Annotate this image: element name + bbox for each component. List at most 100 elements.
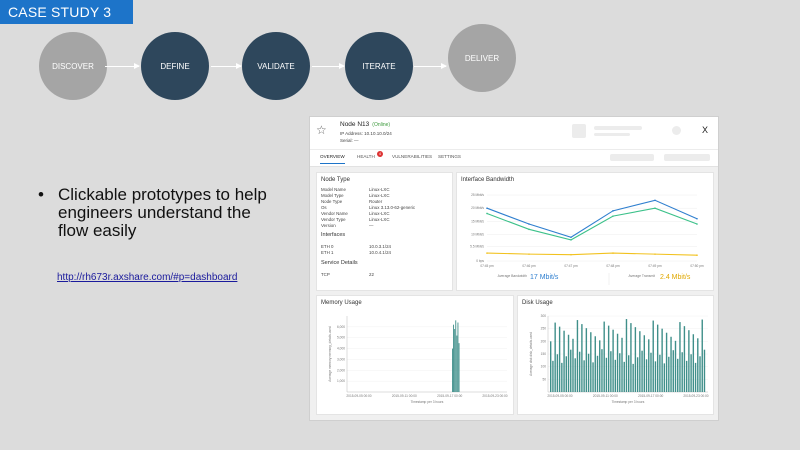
arrow-3 bbox=[312, 63, 345, 69]
bar bbox=[561, 362, 563, 392]
node-type-title: Node Type bbox=[321, 177, 350, 183]
kv-value: Linux 3.13.0-62-generic bbox=[369, 205, 416, 210]
tab-health[interactable]: HEALTH bbox=[357, 154, 375, 159]
kv-row: Os Linux 3.13.0-62-generic bbox=[321, 205, 441, 210]
bar bbox=[670, 336, 672, 392]
tab-vulnerabilities[interactable]: VULNERABILITIES bbox=[392, 154, 433, 159]
x-tick-label: 07:46 pm bbox=[522, 264, 536, 268]
kv-key: Model Name bbox=[321, 187, 346, 192]
faded-dropdown bbox=[610, 154, 654, 161]
bar bbox=[587, 353, 590, 392]
x-tick-label: 07:49 pm bbox=[648, 264, 662, 268]
faded-text bbox=[594, 133, 630, 136]
service-details-title: Service Details bbox=[321, 260, 358, 266]
bar bbox=[703, 349, 706, 392]
bar bbox=[455, 320, 457, 392]
x-axis-label: Timestamp per 3 hours bbox=[411, 400, 444, 404]
bar bbox=[623, 361, 625, 392]
kv-value: Linux-LXC bbox=[369, 187, 390, 192]
x-axis-label: Timestamp per 3 hours bbox=[612, 400, 645, 404]
bar bbox=[677, 358, 679, 392]
bandwidth-chart: 0 bps 5.5 Mbit/s 10 Mbit/s 15 Mbit/s 20 Mbit… bbox=[470, 193, 704, 285]
y-tick-label: 4,000 bbox=[337, 347, 345, 351]
memory-card: Memory Usage 1,000 2,000 3,000 4,000 5,000 6,… bbox=[316, 295, 514, 415]
bar bbox=[554, 322, 556, 392]
bar bbox=[607, 325, 610, 392]
series-line-0 bbox=[486, 199, 698, 238]
bar bbox=[581, 324, 583, 392]
bar bbox=[612, 329, 614, 392]
prototype-link[interactable]: http://rh673r.axshare.com/#p=dashboard bbox=[57, 272, 238, 283]
bar bbox=[565, 356, 567, 392]
node-type-card: Node Type Model Name Linux-LXC Model Type… bbox=[316, 172, 453, 291]
bar bbox=[628, 355, 630, 392]
bar bbox=[632, 363, 634, 392]
y-tick-label: 5,000 bbox=[337, 336, 345, 340]
kv-key: Model Type bbox=[321, 193, 344, 198]
bar bbox=[610, 351, 612, 392]
bar bbox=[556, 354, 559, 392]
bar bbox=[570, 349, 572, 392]
bar bbox=[690, 354, 692, 392]
bar bbox=[694, 362, 697, 392]
node-serial: Serial: — bbox=[340, 138, 359, 143]
bar bbox=[590, 332, 592, 392]
bar bbox=[625, 319, 628, 392]
x-tick-label: 2015-09-11 00:00 bbox=[392, 394, 417, 398]
bar bbox=[578, 351, 581, 392]
y-tick-label: 3,000 bbox=[337, 357, 345, 361]
bar bbox=[654, 361, 657, 392]
bandwidth-title: Interface Bandwidth bbox=[461, 177, 515, 183]
faded-device-icon bbox=[572, 124, 586, 138]
y-tick-label: 100 bbox=[541, 365, 547, 369]
arrow-2 bbox=[211, 63, 242, 69]
faded-dropdown bbox=[664, 154, 710, 161]
tab-overview[interactable]: OVERVIEW bbox=[320, 154, 345, 164]
step-deliver: DELIVER bbox=[448, 24, 516, 92]
x-tick-label: 2015-09-17 00:00 bbox=[638, 394, 663, 398]
bar bbox=[674, 340, 677, 392]
faded-icon bbox=[672, 126, 681, 135]
bar bbox=[550, 341, 552, 392]
bar bbox=[619, 353, 621, 392]
bar bbox=[636, 357, 639, 392]
x-tick-label: 07:45 pm bbox=[480, 264, 494, 268]
y-tick-label: 10 Mbit/s bbox=[471, 233, 484, 237]
y-tick-label: 1,000 bbox=[337, 379, 345, 383]
node-header: ☆ Node N13 (Online) IP Address: 10.10.10.… bbox=[310, 117, 718, 149]
bar bbox=[583, 360, 585, 392]
bar bbox=[659, 354, 661, 392]
node-ip: IP Address: 10.10.10.0/24 bbox=[340, 131, 392, 136]
bar bbox=[699, 356, 701, 392]
kv-value: 22 bbox=[369, 272, 374, 277]
bar bbox=[683, 326, 686, 392]
star-icon[interactable]: ☆ bbox=[316, 123, 327, 137]
kv-row: Vendor Type Linux-LXC bbox=[321, 217, 441, 222]
bar bbox=[563, 330, 565, 392]
kv-key: Version bbox=[321, 223, 336, 228]
bar bbox=[650, 352, 652, 392]
y-tick-label: 200 bbox=[541, 339, 547, 343]
y-tick-label: 50 bbox=[542, 377, 546, 381]
case-study-title: CASE STUDY 3 bbox=[0, 0, 133, 24]
y-axis-label: Average disk disk_details.used bbox=[529, 332, 533, 376]
bar bbox=[599, 340, 601, 392]
bar bbox=[558, 326, 561, 392]
bar bbox=[603, 321, 605, 392]
y-tick-label: 6,000 bbox=[337, 325, 345, 329]
kv-row: ETH 1 10.0.4.1/24 bbox=[321, 250, 441, 255]
stat-label-transmit: Average Transmit bbox=[628, 274, 655, 278]
bar bbox=[630, 323, 632, 392]
close-button[interactable]: X bbox=[701, 125, 708, 135]
bar bbox=[688, 330, 690, 392]
bar bbox=[643, 335, 645, 392]
x-tick-label: 2015-09-23 00:00 bbox=[482, 394, 507, 398]
bar bbox=[639, 331, 641, 392]
kv-key: Os bbox=[321, 205, 327, 210]
bar bbox=[648, 339, 650, 392]
tab-settings[interactable]: SETTINGS bbox=[438, 154, 461, 159]
bar bbox=[552, 360, 554, 392]
node-status: (Online) bbox=[372, 122, 391, 128]
bar bbox=[576, 320, 579, 392]
bullet-text: Clickable prototypes to help engineers u… bbox=[58, 185, 267, 240]
